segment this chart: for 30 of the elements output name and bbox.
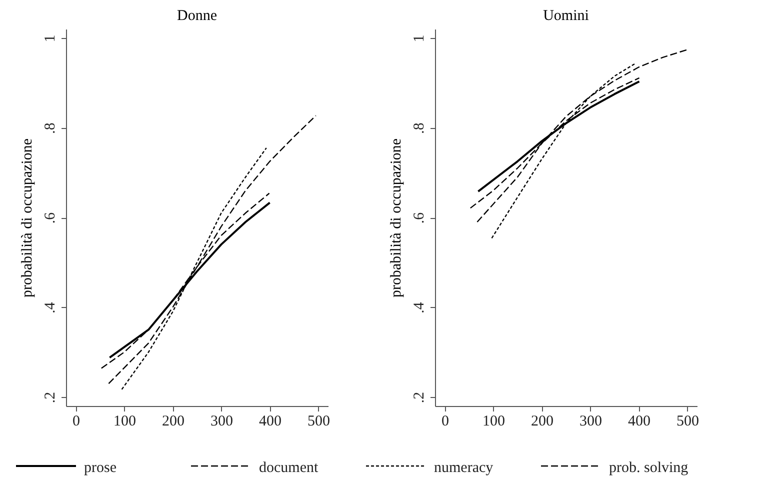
- chart-title: Uomini: [543, 8, 589, 24]
- x-tick-label: 100: [482, 414, 505, 430]
- legend-label: prob. solving: [609, 460, 689, 476]
- y-tick-label: .6: [412, 212, 428, 224]
- y-axis-title: probabilità di occupazione: [388, 138, 404, 298]
- x-tick-label: 100: [113, 414, 136, 430]
- y-tick-label: .8: [42, 122, 58, 134]
- y-tick-label: 1: [412, 34, 428, 42]
- y-tick-label: .2: [412, 392, 428, 404]
- x-tick-label: 200: [162, 414, 184, 430]
- x-tick-label: 200: [530, 414, 554, 430]
- chart-title: Donne: [177, 8, 218, 24]
- x-tick-label: 300: [580, 414, 602, 430]
- x-tick-label: 400: [628, 414, 651, 430]
- x-tick-label: 0: [441, 414, 449, 430]
- x-tick-label: 0: [72, 414, 80, 430]
- x-tick-label: 500: [676, 414, 700, 430]
- y-tick-label: .6: [42, 212, 58, 224]
- y-tick-label: .2: [42, 392, 58, 404]
- x-tick-label: 300: [210, 414, 234, 430]
- y-axis-title: probabilità di occupazione: [20, 138, 36, 298]
- y-tick-label: .4: [42, 302, 58, 314]
- x-tick-label: 500: [308, 414, 330, 430]
- y-tick-label: .4: [412, 302, 428, 314]
- x-tick-label: 400: [259, 414, 282, 430]
- y-tick-label: .8: [412, 122, 428, 134]
- legend-label: document: [259, 460, 319, 476]
- legend-label: numeracy: [434, 460, 494, 476]
- y-tick-label: 1: [42, 34, 58, 42]
- legend-label: prose: [84, 460, 117, 476]
